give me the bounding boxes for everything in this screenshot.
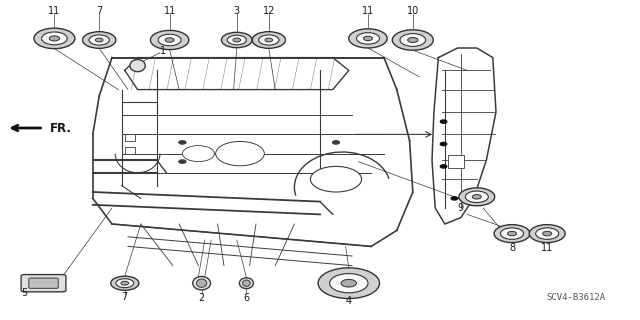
Text: 8: 8 [509,243,515,253]
Circle shape [364,36,372,41]
FancyBboxPatch shape [125,147,135,154]
Circle shape [508,231,516,236]
Circle shape [400,34,426,46]
Circle shape [529,225,565,243]
Circle shape [356,33,380,44]
Text: FR.: FR. [50,122,72,134]
Circle shape [543,231,552,236]
Circle shape [318,268,380,299]
Circle shape [451,197,458,200]
Circle shape [233,38,241,42]
Circle shape [332,140,340,144]
Circle shape [349,29,387,48]
FancyBboxPatch shape [21,275,66,292]
Ellipse shape [196,279,207,287]
Text: 11: 11 [362,6,374,16]
Circle shape [111,276,139,290]
Text: 12: 12 [262,6,275,16]
Circle shape [179,140,186,144]
FancyBboxPatch shape [448,155,464,168]
Circle shape [440,120,447,123]
Circle shape [158,34,181,46]
Circle shape [182,146,214,162]
Circle shape [330,274,368,293]
Circle shape [121,281,129,285]
Text: SCV4-B3612A: SCV4-B3612A [547,293,605,302]
FancyBboxPatch shape [125,134,135,141]
Text: 11: 11 [541,243,554,253]
Circle shape [459,188,495,206]
FancyBboxPatch shape [29,278,58,288]
Text: 11: 11 [163,6,176,16]
Circle shape [465,191,488,203]
Circle shape [42,32,67,45]
Circle shape [472,195,481,199]
Text: 9: 9 [458,203,464,213]
Text: 10: 10 [406,6,419,16]
Circle shape [165,38,174,42]
Circle shape [252,32,285,48]
Text: 11: 11 [48,6,61,16]
Text: 4: 4 [346,296,352,307]
Circle shape [500,228,524,239]
Circle shape [83,32,116,48]
Text: 6: 6 [243,292,250,303]
Circle shape [89,35,109,45]
Circle shape [392,30,433,50]
Circle shape [265,38,273,42]
Circle shape [440,142,447,146]
Text: 3: 3 [234,6,240,16]
Circle shape [408,37,418,43]
Circle shape [116,279,134,288]
Text: 5: 5 [21,288,28,298]
Circle shape [227,35,246,45]
Circle shape [179,160,186,164]
Ellipse shape [130,60,145,72]
Circle shape [440,165,447,168]
Circle shape [221,32,252,48]
Text: 7: 7 [122,292,128,302]
Text: 1: 1 [160,46,166,56]
Text: 7: 7 [96,6,102,16]
Circle shape [49,36,60,41]
Ellipse shape [193,276,211,290]
Ellipse shape [239,278,253,289]
Circle shape [536,228,559,239]
Circle shape [150,30,189,50]
Circle shape [34,28,75,49]
Circle shape [216,141,264,166]
Circle shape [259,35,279,45]
Text: 2: 2 [198,292,205,303]
Circle shape [341,279,356,287]
Ellipse shape [243,280,250,286]
Circle shape [310,166,362,192]
Circle shape [494,225,530,243]
Circle shape [95,38,103,42]
